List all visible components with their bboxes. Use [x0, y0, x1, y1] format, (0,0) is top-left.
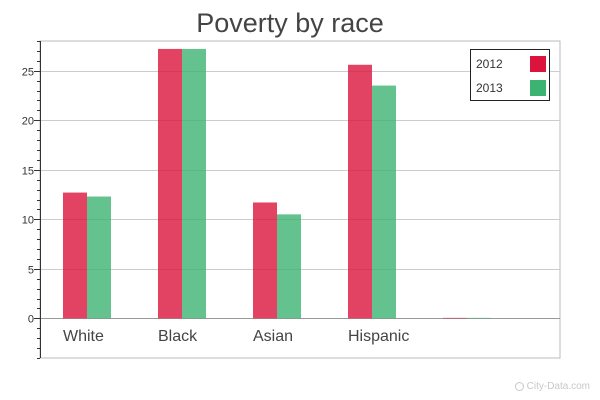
watermark: City-Data.com [514, 381, 590, 392]
legend: 2012 2013 [470, 49, 550, 101]
y-tick-label-0: 0 [28, 314, 34, 326]
legend-swatch-2012 [530, 56, 546, 72]
bar-asian-2012 [253, 202, 277, 319]
legend-label-2012: 2012 [476, 57, 503, 71]
legend-item-2013: 2013 [476, 77, 546, 99]
legend-swatch-2013 [530, 80, 546, 96]
magnifier-icon [514, 382, 524, 391]
y-tick-label-25: 25 [22, 67, 34, 79]
bar-hispanic-2013 [372, 85, 396, 319]
x-tick-label-asian: Asian [253, 328, 293, 345]
legend-item-2012: 2012 [476, 53, 546, 75]
watermark-text: City-Data.com [526, 381, 590, 392]
y-tick-label-20: 20 [22, 116, 34, 128]
x-tick-label-black: Black [158, 328, 198, 345]
bar-white-2012 [63, 192, 87, 319]
y-tick-label-10: 10 [22, 215, 34, 227]
bar-black-2013 [182, 48, 206, 319]
x-tick-label-white: White [63, 328, 104, 345]
bar-asian-2013 [277, 214, 301, 319]
y-tick-label-15: 15 [22, 166, 34, 178]
chart-title: Poverty by race [196, 8, 384, 38]
x-tick-label-hispanic: Hispanic [348, 328, 409, 345]
legend-label-2013: 2013 [476, 81, 503, 95]
bar-hispanic-2012 [348, 64, 372, 319]
bar-black-2012 [158, 48, 182, 319]
bar-empty-2013 [467, 317, 491, 319]
bar-white-2013 [87, 196, 111, 319]
bar-empty-2012 [443, 317, 467, 319]
y-tick-label-5: 5 [28, 265, 34, 277]
